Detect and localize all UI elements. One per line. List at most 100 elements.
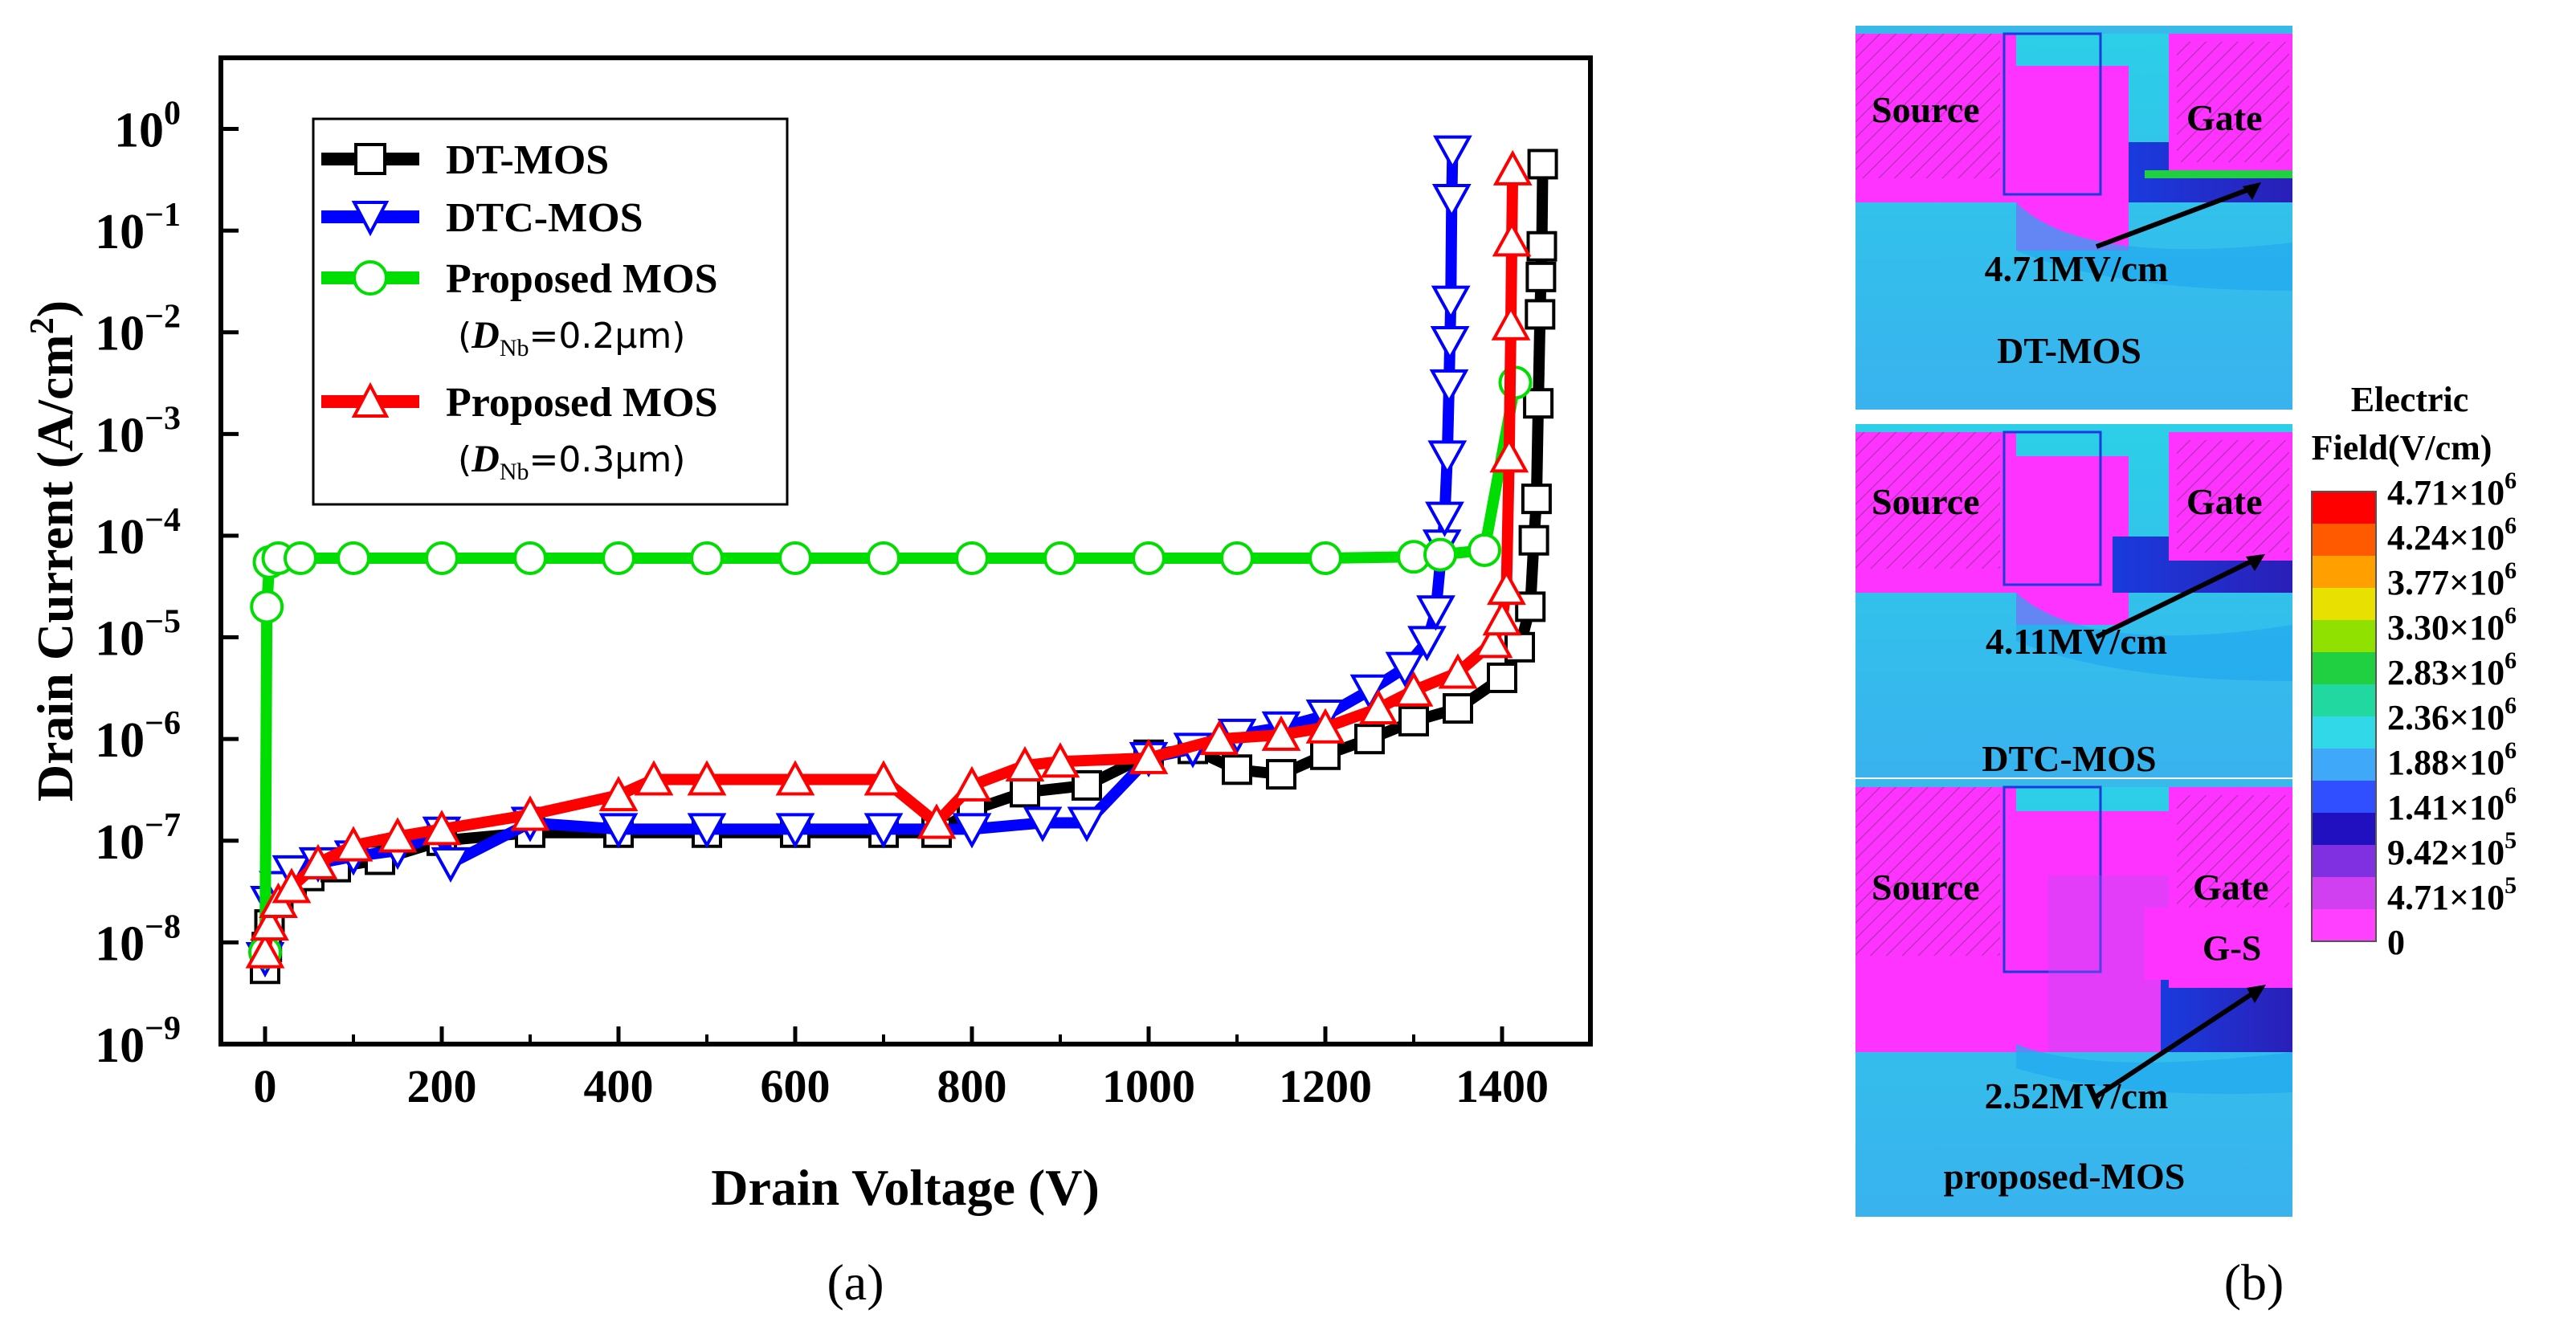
field-spread: [2016, 593, 2292, 681]
legend-label-proposed-0-3: Proposed MOS: [446, 380, 718, 426]
source-label: Source: [1872, 481, 1980, 522]
colorbar-swatch: [2312, 909, 2376, 942]
data-point-down-triangle: [1431, 183, 1472, 220]
data-point-up-triangle: [510, 795, 550, 831]
top-strip: [1855, 779, 2292, 787]
data-point-circle: [867, 541, 900, 576]
x-tick-label: 400: [584, 1060, 654, 1112]
data-point-up-triangle: [1492, 149, 1533, 186]
legend-label-proposed-0-2: Proposed MOS: [446, 256, 718, 302]
plot-frame: [218, 55, 1593, 1047]
data-point-square: [1518, 524, 1549, 556]
legend: DT-MOS DTC-MOS Proposed MOS (DNb=0.2μm) …: [312, 117, 789, 506]
source-contact: [1855, 432, 2000, 569]
data-point-up-triangle: [1438, 653, 1478, 689]
gate-electrode: [2177, 795, 2289, 908]
colorbar-labels: 4.71×1064.24×1063.77×1063.30×1062.83×106…: [2387, 467, 2517, 962]
gate-label: Gate: [2193, 867, 2269, 908]
data-point-down-triangle: [1023, 806, 1063, 843]
data-point-square: [1398, 705, 1429, 736]
x-tick-label: 0: [254, 1060, 277, 1112]
data-point-down-triangle: [1431, 285, 1471, 321]
data-point-up-triangle: [1040, 742, 1080, 778]
data-point-down-triangle: [1429, 369, 1469, 406]
data-point-down-triangle: [1067, 806, 1107, 843]
colorbar-label: 1.41×106: [2387, 782, 2517, 827]
colorbar: Electric Field(V/cm) 4.71×1064.24×1063.7…: [2311, 380, 2517, 962]
data-point-circle: [284, 541, 317, 576]
x-tick-label: 200: [407, 1060, 477, 1112]
gate-source-region: [2145, 908, 2292, 980]
device-label: DTC-MOS: [1982, 738, 2156, 779]
field-spread: [2016, 202, 2292, 291]
colorbar-label: 4.71×106: [2387, 467, 2517, 512]
data-point-down-triangle: [775, 813, 815, 849]
data-point-up-triangle: [1005, 745, 1045, 782]
data-series: [245, 135, 1558, 985]
legend-marker-square: [354, 143, 386, 175]
colorbar-label: 3.30×106: [2387, 602, 2517, 647]
data-point-circle: [1220, 541, 1254, 576]
colorbar-swatch: [2312, 620, 2376, 653]
trench-outline: [2002, 430, 2102, 586]
data-point-square: [1266, 759, 1296, 790]
gs-label: G-S: [2202, 928, 2261, 968]
colorbar-swatch: [2312, 652, 2376, 685]
colorbar-label: 2.83×106: [2387, 647, 2517, 692]
legend-marker-up-triangle: [351, 381, 390, 418]
data-point-up-triangle: [952, 765, 992, 802]
legend-marker-down-triangle: [351, 201, 390, 237]
gate-electrode: [2177, 440, 2289, 553]
colorbar-swatch: [2312, 749, 2376, 781]
legend-box: [312, 117, 789, 506]
x-tick-label: 1400: [1455, 1060, 1549, 1112]
data-point-up-triangle: [1491, 304, 1531, 341]
data-point-square: [1010, 777, 1040, 808]
p-well-region: [2016, 456, 2129, 625]
device-label: DT-MOS: [1997, 330, 2141, 371]
data-point-up-triangle: [245, 932, 285, 969]
legend-label-dtc-mos: DTC-MOS: [446, 195, 643, 241]
y-tick-label: 10−8: [95, 908, 181, 971]
data-point-down-triangle: [1433, 135, 1472, 171]
data-point-square: [1487, 662, 1517, 693]
data-point-up-triangle: [1482, 600, 1522, 636]
y-tick-label: 10−1: [95, 197, 181, 259]
data-point-down-triangle: [863, 813, 904, 849]
data-point-up-triangle: [687, 760, 727, 796]
data-point-up-triangle: [863, 760, 904, 796]
arrow-head-icon: [2247, 985, 2266, 1003]
data-point-circle: [425, 541, 459, 576]
colorbar-swatch: [2312, 877, 2376, 910]
field-spread: [2016, 1044, 2292, 1094]
colorbar-label: 4.71×105: [2387, 872, 2517, 917]
peak-field-label: 4.11MV/cm: [1986, 621, 2167, 662]
colorbar-swatch: [2312, 524, 2376, 557]
panel-a-caption: (a): [827, 1254, 884, 1311]
gate-oxide-hotspot: [2145, 170, 2292, 178]
colorbar-label: 1.88×106: [2387, 737, 2517, 782]
colorbar-swatch: [2312, 781, 2376, 814]
data-point-up-triangle: [1129, 738, 1169, 774]
legend-sublabel-0-2: (DNb=0.2μm): [458, 314, 685, 361]
colorbar-label: 2.36×106: [2387, 692, 2517, 737]
legend-entry-proposed-0-2: Proposed MOS (DNb=0.2μm): [321, 256, 718, 361]
data-point-up-triangle: [634, 760, 674, 796]
source-contact: [1855, 34, 2000, 178]
legend-sublabel-0-3: (DNb=0.3μm): [458, 438, 685, 485]
field-map-proposed-mos: Source Gate G-S 2.52MV/cm proposed-MOS: [1855, 779, 2292, 1217]
data-point-up-triangle: [1358, 688, 1398, 725]
y-tick-label: 10−7: [95, 807, 181, 870]
arrow-head-icon: [2246, 554, 2265, 571]
legend-entry-proposed-0-3: Proposed MOS (DNb=0.3μm): [321, 380, 718, 485]
data-point-down-triangle: [952, 813, 992, 849]
data-point-circle: [955, 541, 989, 576]
device-label: proposed-MOS: [1944, 1156, 2186, 1197]
data-point-circle: [337, 541, 370, 576]
data-point-up-triangle: [775, 760, 815, 796]
legend-entry-dtc-mos: DTC-MOS: [321, 195, 643, 241]
data-point-up-triangle: [1261, 715, 1301, 751]
data-point-up-triangle: [917, 803, 957, 839]
field-map-dtc-mos: Source Gate 4.11MV/cm DTC-MOS: [1855, 424, 2292, 779]
